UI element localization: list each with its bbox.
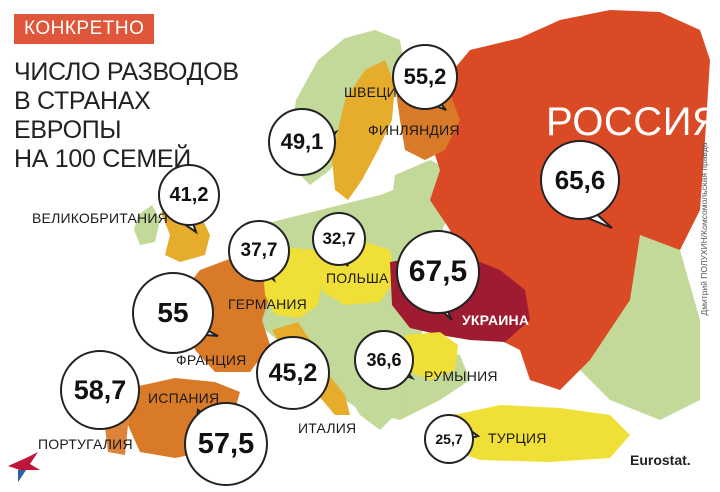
- value-bubble-russia: 65,6: [540, 140, 620, 220]
- value-bubble-italy: 45,2: [256, 336, 330, 410]
- source-label: Eurostat.: [630, 452, 691, 468]
- value-bubble-france: 55: [132, 272, 214, 354]
- value-bubble-romania: 36,6: [354, 330, 414, 390]
- section-badge: КОНКРЕТНО: [14, 14, 155, 44]
- region-romania: [405, 332, 458, 380]
- label-france: ФРАНЦИЯ: [176, 352, 247, 368]
- value-bubble-sweden: 49,1: [268, 108, 336, 176]
- label-spain: ИСПАНИЯ: [148, 390, 220, 406]
- region-sweden: [332, 60, 395, 200]
- region-turkey: [440, 405, 630, 462]
- label-portugal: ПОРТУГАЛИЯ: [38, 436, 133, 452]
- value-bubble-poland: 32,7: [312, 212, 366, 266]
- page-title: ЧИСЛО РАЗВОДОВ В СТРАНАХ ЕВРОПЫ НА 100 С…: [14, 58, 244, 174]
- label-uk: ВЕЛИКОБРИТАНИЯ: [32, 210, 168, 226]
- value-bubble-finland: 55,2: [392, 44, 458, 110]
- value-bubble-uk: 41,2: [158, 164, 220, 226]
- label-poland: ПОЛЬША: [326, 270, 389, 286]
- label-germany: ГЕРМАНИЯ: [228, 296, 307, 312]
- bird-logo-icon: [8, 452, 40, 482]
- value-bubble-portugal: 58,7: [60, 350, 140, 430]
- credit-text: Дмитрий ПОЛУХИН/Комсомольская правда: [699, 142, 709, 316]
- label-turkey: ТУРЦИЯ: [488, 430, 547, 446]
- title-line: В СТРАНАХ ЕВРОПЫ: [14, 87, 151, 144]
- value-bubble-germany: 37,7: [228, 220, 290, 282]
- label-sweden: ШВЕЦИЯ: [344, 84, 408, 100]
- label-ukraine: УКРАИНА: [462, 312, 530, 328]
- value-bubble-turkey: 25,7: [424, 414, 474, 464]
- photo-credit: Дмитрий ПОЛУХИН/Комсомольская правда: [698, 130, 710, 330]
- label-italy: ИТАЛИЯ: [298, 420, 357, 436]
- title-line: ЧИСЛО РАЗВОДОВ: [14, 58, 239, 86]
- value-bubble-spain: 57,5: [184, 402, 268, 486]
- label-romania: РУМЫНИЯ: [424, 368, 498, 384]
- label-finland: ФИНЛЯНДИЯ: [368, 122, 460, 138]
- title-line: НА 100 СЕМЕЙ: [14, 145, 191, 173]
- value-bubble-ukraine: 67,5: [396, 230, 480, 314]
- label-russia: РОССИЯ: [546, 100, 720, 144]
- region-ireland: [134, 205, 160, 245]
